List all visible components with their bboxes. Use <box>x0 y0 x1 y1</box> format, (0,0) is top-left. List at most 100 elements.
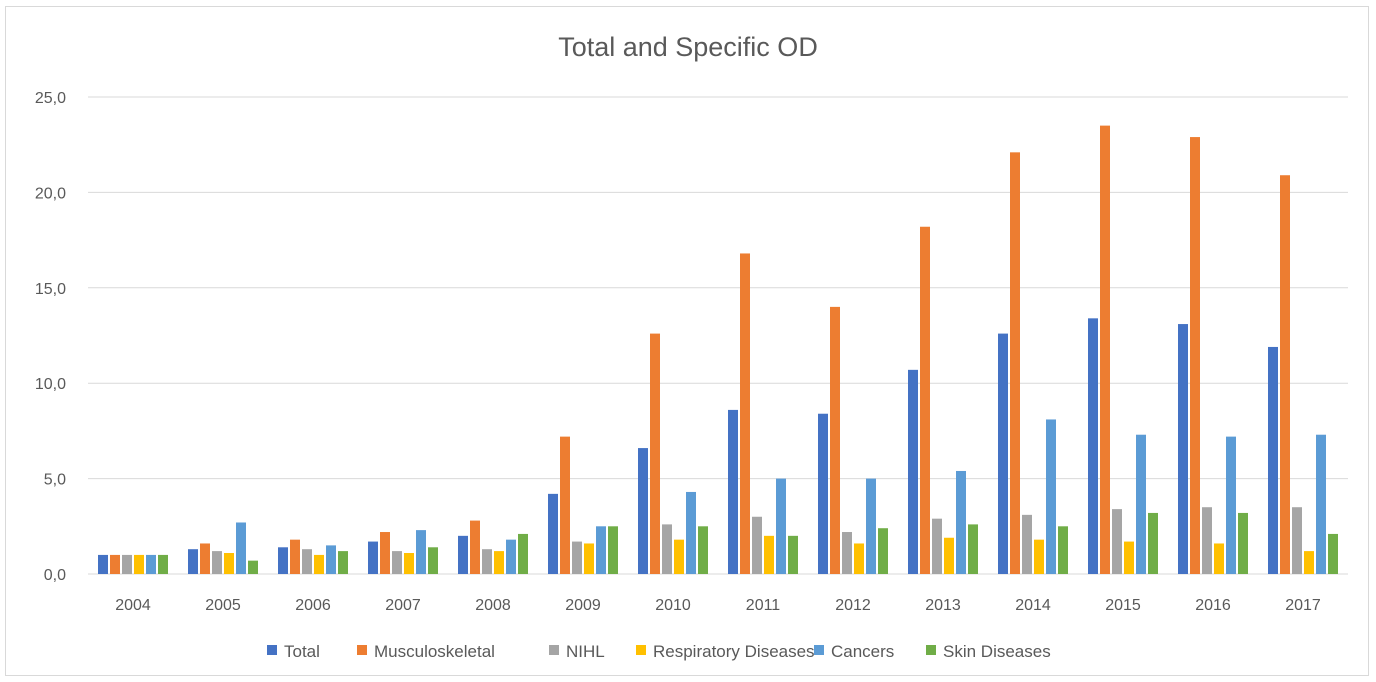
x-tick-label: 2010 <box>655 597 691 614</box>
bar-respiratory-diseases-2010 <box>674 539 684 574</box>
x-tick-label: 2009 <box>565 597 601 614</box>
bar-musculoskeletal-2012 <box>830 306 840 574</box>
bar-musculoskeletal-2011 <box>740 253 750 574</box>
bar-nihl-2006 <box>302 549 312 574</box>
bar-skin-diseases-2017 <box>1328 533 1338 574</box>
bar-cancers-2010 <box>686 491 696 574</box>
bar-nihl-2011 <box>752 516 762 574</box>
bar-musculoskeletal-2006 <box>290 539 300 574</box>
legend-swatch-respiratory-diseases <box>636 645 646 655</box>
bar-nihl-2016 <box>1202 507 1212 574</box>
bar-skin-diseases-2013 <box>968 524 978 574</box>
bar-respiratory-diseases-2016 <box>1214 543 1224 574</box>
x-tick-label: 2015 <box>1105 597 1141 614</box>
bar-skin-diseases-2009 <box>608 526 618 574</box>
bar-cancers-2004 <box>146 554 156 574</box>
bar-cancers-2012 <box>866 478 876 574</box>
bar-total-2013 <box>908 369 918 574</box>
bar-total-2014 <box>998 333 1008 574</box>
legend-label: Respiratory Diseases <box>653 642 815 661</box>
bar-total-2011 <box>728 409 738 574</box>
bar-total-2007 <box>368 541 378 574</box>
bar-respiratory-diseases-2014 <box>1034 539 1044 574</box>
bar-cancers-2008 <box>506 539 516 574</box>
bar-respiratory-diseases-2017 <box>1304 551 1314 574</box>
bar-total-2016 <box>1178 324 1188 574</box>
legend-swatch-cancers <box>814 645 824 655</box>
bar-nihl-2012 <box>842 532 852 574</box>
bar-respiratory-diseases-2004 <box>134 554 144 574</box>
y-tick-label: 10,0 <box>35 376 66 393</box>
bar-cancers-2007 <box>416 530 426 574</box>
bar-respiratory-diseases-2006 <box>314 554 324 574</box>
x-tick-label: 2004 <box>115 597 151 614</box>
bar-cancers-2017 <box>1316 434 1326 574</box>
legend-swatch-skin-diseases <box>926 645 936 655</box>
bar-respiratory-diseases-2013 <box>944 537 954 574</box>
bar-total-2009 <box>548 493 558 574</box>
bar-nihl-2014 <box>1022 514 1032 574</box>
y-tick-label: 15,0 <box>35 281 66 298</box>
bar-musculoskeletal-2015 <box>1100 125 1110 575</box>
bar-nihl-2015 <box>1112 509 1122 574</box>
legend-swatch-musculoskeletal <box>357 645 367 655</box>
bar-musculoskeletal-2010 <box>650 333 660 574</box>
chart-title: Total and Specific OD <box>558 32 818 62</box>
legend-label: Skin Diseases <box>943 642 1051 661</box>
legend-label: Musculoskeletal <box>374 642 495 661</box>
bar-total-2004 <box>98 554 108 574</box>
bar-musculoskeletal-2008 <box>470 520 480 574</box>
x-tick-label: 2006 <box>295 597 331 614</box>
y-tick-label: 20,0 <box>35 185 66 202</box>
y-tick-label: 25,0 <box>35 90 66 107</box>
bar-total-2010 <box>638 448 648 574</box>
bar-nihl-2007 <box>392 551 402 574</box>
bar-skin-diseases-2010 <box>698 526 708 574</box>
bar-skin-diseases-2008 <box>518 533 528 574</box>
bar-total-2015 <box>1088 318 1098 574</box>
bar-skin-diseases-2006 <box>338 551 348 574</box>
x-tick-label: 2016 <box>1195 597 1231 614</box>
y-axis-ticks: 0,0 5,0 10,0 15,0 20,0 25,0 <box>35 90 66 584</box>
bar-respiratory-diseases-2012 <box>854 543 864 574</box>
bar-skin-diseases-2004 <box>158 554 168 574</box>
bar-cancers-2014 <box>1046 419 1056 574</box>
y-tick-label: 5,0 <box>44 472 66 489</box>
bar-skin-diseases-2012 <box>878 528 888 574</box>
bar-respiratory-diseases-2008 <box>494 551 504 574</box>
x-tick-label: 2005 <box>205 597 241 614</box>
bars <box>98 125 1338 575</box>
bar-musculoskeletal-2007 <box>380 532 390 574</box>
bar-nihl-2009 <box>572 541 582 574</box>
gridlines <box>88 96 1348 575</box>
bar-cancers-2013 <box>956 470 966 574</box>
bar-total-2006 <box>278 547 288 574</box>
bar-cancers-2005 <box>236 522 246 574</box>
x-axis-ticks: 2004 2005 2006 2007 2008 2009 2010 2011 2012 2013… <box>115 597 1321 614</box>
bar-musculoskeletal-2016 <box>1190 137 1200 574</box>
bar-cancers-2015 <box>1136 434 1146 574</box>
legend-label: Cancers <box>831 642 894 661</box>
bar-musculoskeletal-2014 <box>1010 152 1020 574</box>
bar-musculoskeletal-2004 <box>110 554 120 574</box>
bar-musculoskeletal-2017 <box>1280 175 1290 574</box>
bar-respiratory-diseases-2009 <box>584 543 594 574</box>
legend: Total Musculoskeletal NIHL Respiratory Dise… <box>267 642 1051 661</box>
bar-total-2005 <box>188 549 198 574</box>
bar-respiratory-diseases-2011 <box>764 535 774 574</box>
bar-nihl-2005 <box>212 551 222 574</box>
bar-cancers-2009 <box>596 526 606 574</box>
x-tick-label: 2007 <box>385 597 421 614</box>
bar-respiratory-diseases-2007 <box>404 553 414 574</box>
bar-skin-diseases-2015 <box>1148 512 1158 574</box>
x-tick-label: 2017 <box>1285 597 1321 614</box>
bar-nihl-2013 <box>932 518 942 574</box>
bar-skin-diseases-2014 <box>1058 526 1068 574</box>
bar-cancers-2016 <box>1226 436 1236 574</box>
legend-label: NIHL <box>566 642 605 661</box>
bar-nihl-2004 <box>122 554 132 574</box>
x-tick-label: 2012 <box>835 597 871 614</box>
legend-swatch-total <box>267 645 277 655</box>
bar-cancers-2006 <box>326 545 336 574</box>
